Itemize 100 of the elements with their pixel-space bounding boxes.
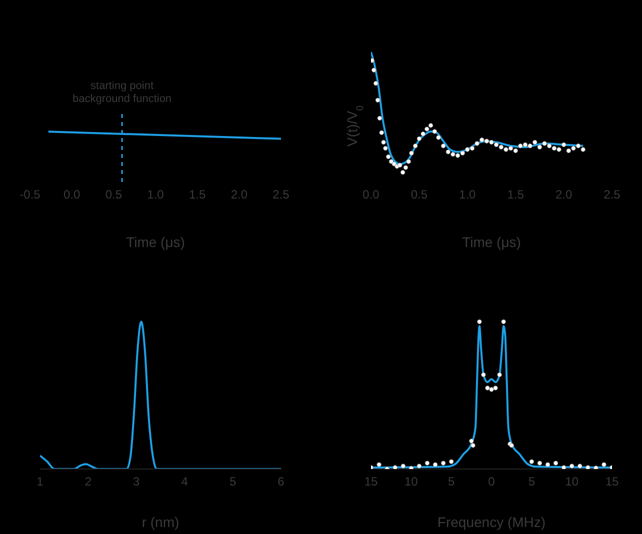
point <box>561 142 566 148</box>
point <box>371 58 374 63</box>
point <box>586 465 590 469</box>
point <box>489 140 494 145</box>
point <box>537 144 542 150</box>
x-tick-label: 0.5 <box>410 188 428 202</box>
point <box>377 116 382 121</box>
point <box>460 150 465 156</box>
x-tick-label: 0.0 <box>362 188 380 202</box>
point <box>537 460 542 466</box>
x-tick-label: 1.0 <box>147 188 164 202</box>
x-tick-label: 0.5 <box>105 188 122 202</box>
x-tick-label: 3 <box>133 474 140 489</box>
point <box>400 170 406 175</box>
point <box>392 162 396 166</box>
x-tick-label: -0.5 <box>20 188 41 202</box>
point <box>428 123 434 128</box>
x-tick-label: 4 <box>181 474 188 489</box>
x-tick-label: 5 <box>528 474 536 489</box>
point <box>571 146 576 151</box>
x-tick-label: 2.5 <box>272 188 290 202</box>
point <box>381 140 386 145</box>
point <box>576 144 581 148</box>
point <box>501 319 506 324</box>
x-tick-label: 6 <box>278 474 285 489</box>
point <box>400 464 406 468</box>
point <box>409 150 414 156</box>
x-tick-label: 1 <box>36 474 44 489</box>
point <box>372 68 376 72</box>
point <box>594 466 598 469</box>
point <box>545 462 550 467</box>
point <box>489 387 494 392</box>
x-axis-title: Time (μs) <box>462 234 521 250</box>
point <box>465 147 470 152</box>
point <box>469 438 474 444</box>
x-tick-label: 2 <box>84 474 92 489</box>
point <box>424 126 430 132</box>
point <box>392 465 398 469</box>
point <box>494 142 499 148</box>
point <box>508 146 514 151</box>
x-tick-label: 2.0 <box>555 188 572 202</box>
point <box>470 146 475 151</box>
point <box>474 141 480 146</box>
point <box>406 159 411 164</box>
ref-line-label: starting point background function <box>72 80 172 105</box>
x-tick-label: 10 <box>565 474 579 489</box>
point <box>376 462 382 467</box>
point <box>497 372 502 378</box>
point <box>424 460 430 466</box>
x-tick-label: 5 <box>229 474 236 489</box>
point <box>398 162 402 168</box>
point <box>470 443 476 448</box>
x-tick-label: 15 <box>364 474 378 489</box>
point <box>542 141 547 146</box>
point <box>518 144 523 148</box>
point <box>553 460 558 466</box>
x-tick-label: 1.0 <box>459 188 476 202</box>
point <box>416 464 422 468</box>
x-tick-label: 15 <box>605 474 619 489</box>
point <box>379 130 384 136</box>
point <box>602 462 606 467</box>
point <box>493 386 498 390</box>
point <box>416 136 422 142</box>
point <box>546 144 552 148</box>
x-tick-label: 0.0 <box>63 188 80 202</box>
point <box>480 138 484 142</box>
x-axis-title: r (nm) <box>142 514 180 530</box>
x-axis-title: Time (μs) <box>126 234 185 250</box>
point <box>383 146 388 151</box>
point <box>455 153 460 158</box>
point <box>485 386 490 390</box>
point <box>388 159 394 164</box>
point <box>578 464 582 468</box>
point <box>498 144 504 150</box>
point <box>569 464 574 468</box>
point <box>566 148 571 154</box>
point <box>513 148 518 154</box>
x-tick-label: 10 <box>404 474 418 489</box>
point <box>522 142 528 148</box>
point <box>504 147 508 152</box>
point <box>561 465 566 469</box>
point <box>440 460 446 466</box>
x-tick-label: 1.5 <box>507 188 524 202</box>
point <box>440 144 446 148</box>
x-tick-label: 1.5 <box>188 188 206 202</box>
x-tick-label: 0 <box>488 474 496 489</box>
point <box>552 146 557 151</box>
point <box>386 154 391 160</box>
point <box>403 165 408 170</box>
point <box>448 459 454 464</box>
point <box>481 372 486 378</box>
point <box>373 80 378 86</box>
point <box>446 150 450 154</box>
point <box>532 140 538 145</box>
point <box>528 144 532 148</box>
point <box>580 147 586 152</box>
point <box>477 319 482 324</box>
point <box>432 129 437 134</box>
point <box>529 459 534 464</box>
point <box>484 138 490 144</box>
